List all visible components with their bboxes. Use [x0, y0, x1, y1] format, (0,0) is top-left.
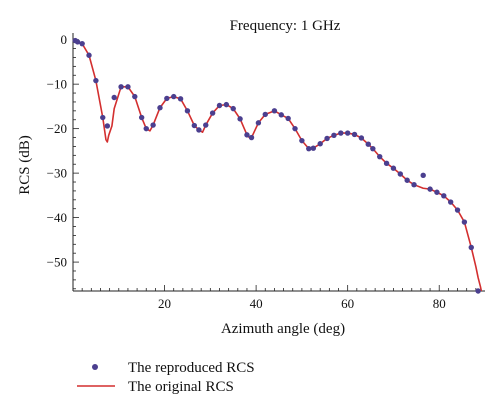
reproduced-rcs-point — [468, 244, 474, 251]
reproduced-rcs-point — [74, 39, 81, 45]
reproduced-rcs-point — [365, 141, 371, 147]
chart-title: Frequency: 1 GHz — [230, 18, 341, 34]
reproduced-rcs-point — [306, 145, 312, 152]
reproduced-rcs-point — [358, 135, 365, 141]
reproduced-rcs-point — [230, 105, 236, 112]
reproduced-rcs-point — [310, 145, 317, 151]
reproduced-rcs-point — [93, 77, 99, 84]
reproduced-rcs-point — [248, 134, 255, 141]
reproduced-rcs-point — [143, 125, 149, 132]
reproduced-rcs-point — [331, 132, 337, 139]
reproduced-rcs-point — [351, 131, 358, 138]
y-tick-label: −10 — [47, 77, 67, 92]
plot-axes — [72, 33, 485, 292]
reproduced-rcs-point — [271, 108, 278, 114]
reproduced-rcs-point — [377, 153, 383, 160]
original-rcs-line — [73, 38, 483, 291]
legend-label-original: The original RCS — [128, 379, 234, 395]
x-tick-label: 80 — [433, 296, 446, 311]
reproduced-rcs-point — [157, 105, 163, 111]
reproduced-rcs-point — [411, 181, 417, 188]
reproduced-rcs-point — [299, 137, 305, 144]
reproduced-rcs-point — [125, 84, 131, 90]
x-axis-label: Azimuth angle (deg) — [221, 321, 345, 337]
reproduced-rcs-point — [255, 120, 262, 126]
reproduced-rcs-point — [285, 115, 291, 122]
reproduced-rcs-point — [191, 122, 198, 129]
reproduced-rcs-point — [427, 186, 433, 192]
reproduced-rcs-point — [317, 141, 323, 147]
reproduced-rcs-point — [461, 219, 468, 225]
reproduced-rcs-point — [138, 114, 145, 121]
y-tick-label: −20 — [47, 121, 67, 136]
reproduced-rcs-point — [216, 102, 223, 109]
reproduced-rcs-point — [278, 112, 284, 118]
y-tick-label: −50 — [47, 255, 67, 270]
reproduced-rcs-point — [237, 116, 243, 122]
reproduced-rcs-point — [397, 171, 404, 177]
reproduced-rcs-point — [344, 130, 351, 136]
plot-area — [73, 38, 483, 291]
reproduced-rcs-point — [447, 199, 454, 205]
reproduced-rcs-point — [441, 193, 447, 199]
reproduced-rcs-point — [324, 135, 330, 142]
reproduced-rcs-point — [370, 145, 376, 152]
reproduced-rcs-point — [86, 52, 92, 58]
reproduced-rcs-point — [223, 101, 230, 108]
reproduced-rcs-point — [196, 127, 202, 133]
reproduced-rcs-point — [454, 207, 461, 213]
reproduced-markers — [72, 37, 481, 294]
legend: The reproduced RCS The original RCS — [77, 360, 255, 395]
reproduced-rcs-point — [420, 172, 426, 179]
reproduced-rcs-point — [209, 110, 216, 116]
y-tick-label: −40 — [47, 210, 67, 225]
reproduced-rcs-point — [404, 177, 410, 183]
reproduced-rcs-point — [262, 111, 268, 118]
axis-ticks: 20 40 60 80 0 −10 −20 −30 −40 −50 — [47, 32, 477, 311]
x-tick-label: 60 — [341, 296, 354, 311]
legend-label-reproduced: The reproduced RCS — [128, 360, 255, 376]
reproduced-rcs-point — [244, 132, 250, 138]
reproduced-rcs-point — [171, 93, 177, 100]
reproduced-rcs-point — [434, 189, 440, 195]
x-tick-label: 20 — [158, 296, 171, 311]
reproduced-rcs-point — [100, 114, 106, 121]
reproduced-rcs-point — [164, 95, 170, 102]
y-axis-label: RCS (dB) — [17, 135, 33, 195]
reproduced-rcs-point — [475, 288, 481, 294]
reproduced-rcs-point — [104, 123, 111, 129]
reproduced-rcs-point — [79, 40, 85, 47]
reproduced-rcs-point — [118, 84, 124, 90]
x-tick-label: 40 — [250, 296, 263, 311]
reproduced-rcs-point — [390, 165, 397, 171]
legend-marker-reproduced — [92, 364, 98, 370]
reproduced-rcs-point — [132, 93, 138, 100]
reproduced-rcs-point — [203, 122, 209, 128]
reproduced-rcs-point — [292, 125, 298, 132]
reproduced-rcs-point — [338, 130, 344, 136]
y-tick-label: −30 — [47, 166, 67, 181]
reproduced-rcs-point — [150, 122, 156, 128]
y-tick-label: 0 — [61, 32, 68, 47]
reproduced-rcs-point — [184, 108, 191, 114]
reproduced-rcs-point — [177, 96, 184, 102]
reproduced-rcs-point — [383, 160, 390, 167]
reproduced-rcs-point — [111, 94, 117, 101]
